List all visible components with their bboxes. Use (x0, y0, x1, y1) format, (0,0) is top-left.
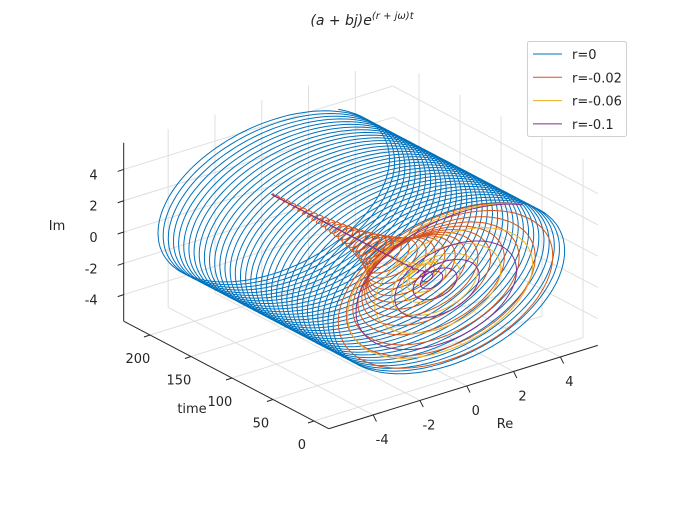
legend-label: r=-0.02 (572, 71, 622, 86)
series-line-r=-0.1 (271, 193, 523, 351)
z-tick-label: -4 (85, 294, 98, 309)
z-tick (117, 168, 124, 172)
grid-line-back-im (123, 179, 393, 264)
y-tick (266, 399, 274, 402)
legend-box (527, 41, 627, 137)
x-tick (513, 371, 518, 379)
z-tick-label: 0 (89, 231, 97, 246)
chart-title: (a + bj)e(r + jω)t (310, 11, 414, 29)
y-tick (143, 334, 151, 338)
grid-line-floor-re (167, 307, 374, 416)
y-axis-line (123, 320, 329, 430)
y-tick-label: 200 (126, 352, 151, 367)
grid-line-floor-time (313, 337, 584, 422)
x-tick-label: -2 (422, 418, 435, 433)
legend-item[interactable]: r=-0.02 (533, 71, 622, 86)
legend-label: r=0 (572, 48, 597, 63)
legend-item[interactable]: r=0 (533, 48, 597, 63)
z-tick (117, 294, 124, 298)
z-tick-label: 4 (89, 168, 97, 183)
x-axis-label: Re (497, 417, 513, 432)
y-tick-label: 50 (253, 416, 270, 431)
series-lines (157, 108, 566, 375)
x-tick (419, 400, 424, 408)
x-tick-label: -4 (376, 433, 389, 448)
legend-item[interactable]: r=-0.1 (533, 118, 614, 133)
y-axis-label: time (177, 402, 206, 417)
x-tick-label: 4 (565, 375, 573, 390)
z-tick-label: -2 (85, 262, 98, 277)
x-tick (372, 414, 377, 422)
y-tick (184, 356, 192, 359)
grid-line-back-im (123, 148, 393, 233)
z-tick (117, 262, 124, 266)
x-tick (559, 356, 565, 364)
y-tick (225, 377, 233, 381)
grid-line-back-im (123, 85, 393, 170)
grid-line-right-im (392, 85, 599, 194)
y-tick-label: 100 (208, 395, 233, 410)
grid-line-right-im (392, 116, 599, 226)
x-tick (466, 385, 471, 393)
axes (117, 142, 598, 430)
legend-label: r=-0.1 (572, 118, 614, 133)
series-line-r=0 (157, 108, 566, 375)
y-tick (307, 420, 315, 424)
z-tick (117, 200, 124, 204)
legend-label: r=-0.06 (572, 95, 622, 110)
z-tick-label: 2 (89, 200, 97, 215)
y-tick-label: 150 (167, 373, 192, 388)
z-axis-label: Im (49, 219, 66, 234)
legend-item[interactable]: r=-0.06 (533, 95, 622, 110)
z-tick (117, 231, 124, 235)
series-line-r=-0.02 (272, 192, 554, 369)
x-tick-label: 0 (472, 404, 480, 419)
y-tick-label: 0 (298, 438, 306, 453)
grid-line-floor-re (214, 292, 421, 401)
tick-labels: -4 -2 0 2 4 0 50 100 150 200 -4 -2 0 2 4 (85, 168, 574, 453)
grid-line-right-im (392, 210, 599, 320)
x-tick-label: 2 (518, 389, 526, 404)
grid-line-back-im (123, 116, 393, 202)
legend[interactable]: r=0 r=-0.02 r=-0.06 r=-0.1 (527, 41, 627, 137)
